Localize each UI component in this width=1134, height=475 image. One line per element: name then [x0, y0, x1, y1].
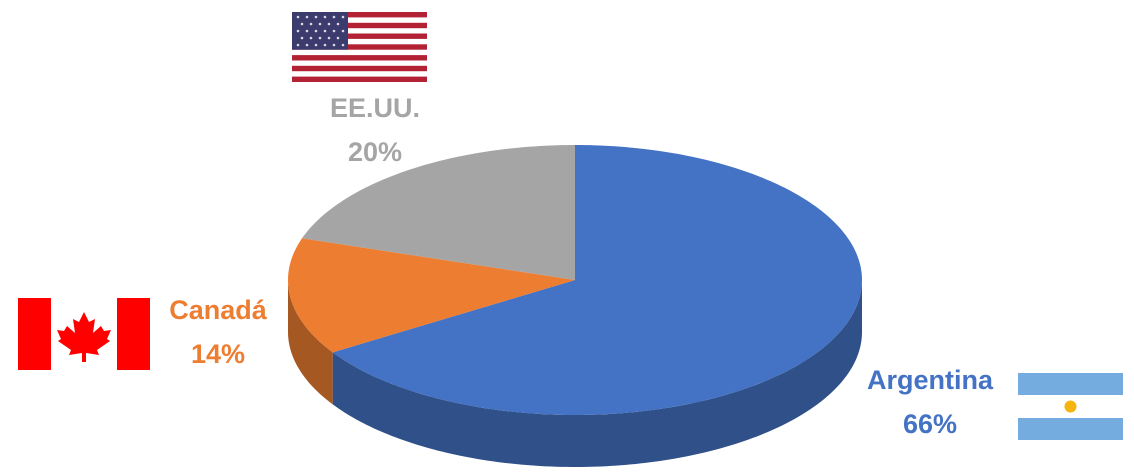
- category-label: EE.UU.: [330, 93, 420, 123]
- slice-side: [288, 280, 333, 405]
- slice: [302, 145, 575, 280]
- flag-canada: [18, 298, 150, 370]
- category-label: Argentina: [867, 365, 994, 395]
- flag-usa: [292, 12, 427, 82]
- value-label: 66%: [903, 409, 957, 439]
- flag-argentina: [1018, 373, 1123, 440]
- slice: [288, 238, 575, 353]
- value-label: 14%: [191, 339, 245, 369]
- slice: [332, 145, 862, 415]
- value-label: 20%: [348, 137, 402, 167]
- slice-side: [332, 280, 863, 467]
- category-label: Canadá: [169, 295, 268, 325]
